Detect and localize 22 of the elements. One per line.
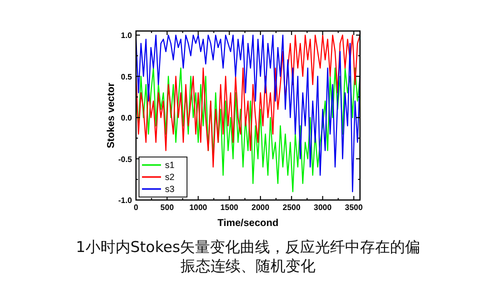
y-tick-label: 0.0 (120, 114, 133, 123)
text: 1小时内Stokes矢量变化曲线，反应光纤中存在的偏振态连续、随机变化 (74, 238, 422, 276)
line-series (135, 34, 361, 168)
x-tick-label: 1500 (220, 203, 239, 212)
x-axis-title: Time/second (218, 218, 278, 229)
legend-label: s1 (165, 160, 175, 170)
x-tick-label: 3500 (344, 203, 364, 212)
y-tick-label: 1.0 (120, 31, 133, 40)
legend-label: s2 (165, 172, 175, 182)
y-tick-label: 0.5 (120, 72, 133, 82)
y-axis-title: Stokes vector (106, 82, 117, 148)
x-tick-label: 0 (134, 203, 139, 212)
x-tick-label: 500 (160, 203, 174, 212)
line-series (135, 34, 361, 192)
x-tick-label: 2000 (252, 203, 270, 212)
legend-label: s3 (165, 184, 175, 194)
x-tick-label: 2500 (282, 203, 302, 212)
y-tick-label: -0.5 (118, 154, 133, 164)
x-tick-label: 3000 (314, 203, 332, 212)
line-series (135, 68, 361, 192)
x-tick-label: 1000 (189, 203, 208, 212)
y-tick-label: -1.0 (118, 196, 133, 205)
